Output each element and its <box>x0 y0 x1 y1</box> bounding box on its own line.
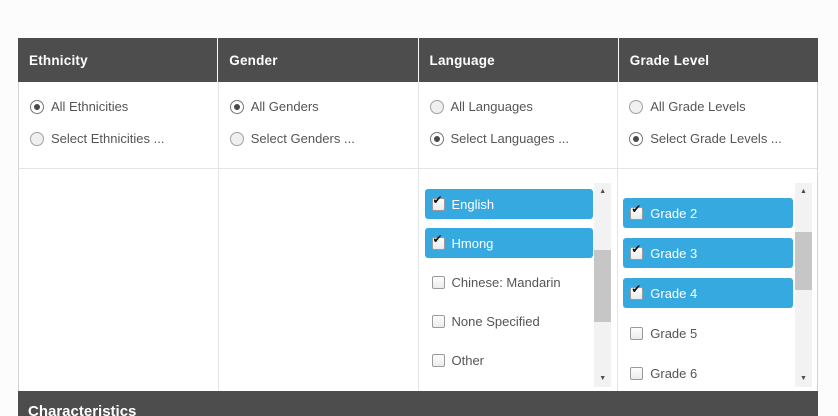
filters-body: All Ethnicities Select Ethnicities ... A… <box>18 82 818 391</box>
checkbox-checked-icon[interactable]: ✔ <box>431 194 445 211</box>
list-item-chinese-mandarin[interactable]: Chinese: Mandarin <box>425 267 594 297</box>
checkmark-icon: ✔ <box>432 231 443 246</box>
checkmark-icon: ✔ <box>631 201 642 216</box>
ethnicity-radio-cell: All Ethnicities Select Ethnicities ... <box>19 82 218 168</box>
radio-label: Select Grade Levels ... <box>650 131 782 146</box>
list-item-label: Grade 6 <box>650 365 698 381</box>
list-item-other[interactable]: Other <box>425 345 594 375</box>
list-item-label: Grade 5 <box>650 325 698 341</box>
radio-label: All Genders <box>250 99 319 114</box>
grade-list-cell: ✔ Grade 2 ✔ Grade 3 ✔ Grade 4 <box>617 169 817 391</box>
list-item-grade-3[interactable]: ✔ Grade 3 <box>623 238 793 268</box>
list-item-label: Grade 2 <box>650 205 698 221</box>
checkbox-unchecked-icon[interactable] <box>431 314 445 328</box>
radio-select-genders[interactable]: Select Genders ... <box>229 128 418 149</box>
radio-all-languages[interactable]: All Languages <box>429 96 618 117</box>
grade-scrollbar[interactable]: ▲ ▼ <box>795 183 812 387</box>
scroll-up-icon[interactable]: ▲ <box>599 188 607 195</box>
characteristics-section-header[interactable]: Characteristics <box>18 391 818 416</box>
radio-button-icon <box>429 131 444 146</box>
gender-radio-cell: All Genders Select Genders ... <box>217 82 418 168</box>
radio-button-icon <box>629 99 644 114</box>
filters-header-row: Ethnicity Gender Language Grade Level <box>18 38 818 82</box>
grade-radio-cell: All Grade Levels Select Grade Levels ... <box>617 82 817 168</box>
radio-button-icon <box>30 99 44 114</box>
header-grade-level: Grade Level <box>617 38 818 82</box>
radio-all-ethnicities[interactable]: All Ethnicities <box>30 96 218 117</box>
radio-all-grade-levels[interactable]: All Grade Levels <box>629 96 817 117</box>
scroll-down-icon[interactable]: ▼ <box>599 375 607 382</box>
checkbox-unchecked-icon[interactable] <box>431 275 445 289</box>
radio-label: All Ethnicities <box>51 99 129 114</box>
gender-list-cell <box>217 169 418 391</box>
checkbox-unchecked-icon[interactable] <box>431 353 445 367</box>
radio-select-grade-levels[interactable]: Select Grade Levels ... <box>629 128 817 149</box>
list-item-label: English <box>451 196 495 212</box>
checkbox-unchecked-icon[interactable] <box>630 366 644 380</box>
header-language: Language <box>417 38 618 82</box>
checkmark-icon: ✔ <box>631 241 642 256</box>
radio-button-icon <box>229 131 244 146</box>
radio-label: Select Genders ... <box>250 131 355 146</box>
list-item-grade-4[interactable]: ✔ Grade 4 <box>623 278 793 308</box>
checkbox-unchecked-icon[interactable] <box>630 326 644 340</box>
checkbox-checked-icon[interactable]: ✔ <box>630 203 644 220</box>
list-item-hmong[interactable]: ✔ Hmong <box>424 228 594 258</box>
list-item-grade-6[interactable]: Grade 6 <box>623 358 793 388</box>
list-item-grade-2[interactable]: ✔ Grade 2 <box>623 198 793 228</box>
radio-all-genders[interactable]: All Genders <box>229 96 418 117</box>
scrollbar-thumb[interactable] <box>594 250 612 322</box>
checkbox-checked-icon[interactable]: ✔ <box>630 243 644 260</box>
radio-label: All Grade Levels <box>650 99 746 114</box>
ethnicity-list-cell <box>19 169 218 391</box>
list-item-english[interactable]: ✔ English <box>424 189 594 219</box>
list-selection-row: ✔ English ✔ Hmong Chinese: Mandarin <box>19 169 817 391</box>
list-item-none-specified[interactable]: None Specified <box>425 306 594 336</box>
list-item-label: Other <box>451 352 485 368</box>
radio-label: All Languages <box>450 99 533 114</box>
list-item-label: Chinese: Mandarin <box>451 274 561 290</box>
scroll-up-icon[interactable]: ▲ <box>800 188 807 195</box>
language-list: ✔ English ✔ Hmong Chinese: Mandarin <box>424 189 594 384</box>
radio-label: Select Ethnicities ... <box>51 131 165 146</box>
radio-button-icon <box>30 131 44 146</box>
checkmark-icon: ✔ <box>432 192 443 207</box>
radio-select-languages[interactable]: Select Languages ... <box>429 128 618 149</box>
radio-button-icon <box>629 131 644 146</box>
checkbox-checked-icon[interactable]: ✔ <box>630 283 644 300</box>
list-item-grade-5[interactable]: Grade 5 <box>623 318 793 348</box>
scrollbar-thumb[interactable] <box>795 232 812 290</box>
list-item-label: Grade 3 <box>650 245 698 261</box>
scrollbar-track[interactable] <box>795 200 812 370</box>
list-item-label: None Specified <box>451 313 540 329</box>
language-scrollbar[interactable]: ▲ ▼ <box>594 183 612 387</box>
radio-button-icon <box>229 99 244 114</box>
list-item-label: Hmong <box>451 235 494 251</box>
checkmark-icon: ✔ <box>631 281 642 296</box>
radio-select-ethnicities[interactable]: Select Ethnicities ... <box>30 128 218 149</box>
language-list-cell: ✔ English ✔ Hmong Chinese: Mandarin <box>417 169 618 391</box>
header-ethnicity: Ethnicity <box>18 38 218 82</box>
radio-options-row: All Ethnicities Select Ethnicities ... A… <box>19 82 817 169</box>
language-radio-cell: All Languages Select Languages ... <box>417 82 618 168</box>
checkbox-checked-icon[interactable]: ✔ <box>431 233 445 250</box>
radio-label: Select Languages ... <box>450 131 570 146</box>
header-gender: Gender <box>217 38 418 82</box>
grade-level-list: ✔ Grade 2 ✔ Grade 3 ✔ Grade 4 <box>623 198 793 398</box>
radio-button-icon <box>429 99 444 114</box>
scrollbar-track[interactable] <box>594 200 612 370</box>
list-item-label: Grade 4 <box>650 285 698 301</box>
scroll-down-icon[interactable]: ▼ <box>800 375 807 382</box>
filters-panel: Ethnicity Gender Language Grade Level Al… <box>18 38 818 416</box>
